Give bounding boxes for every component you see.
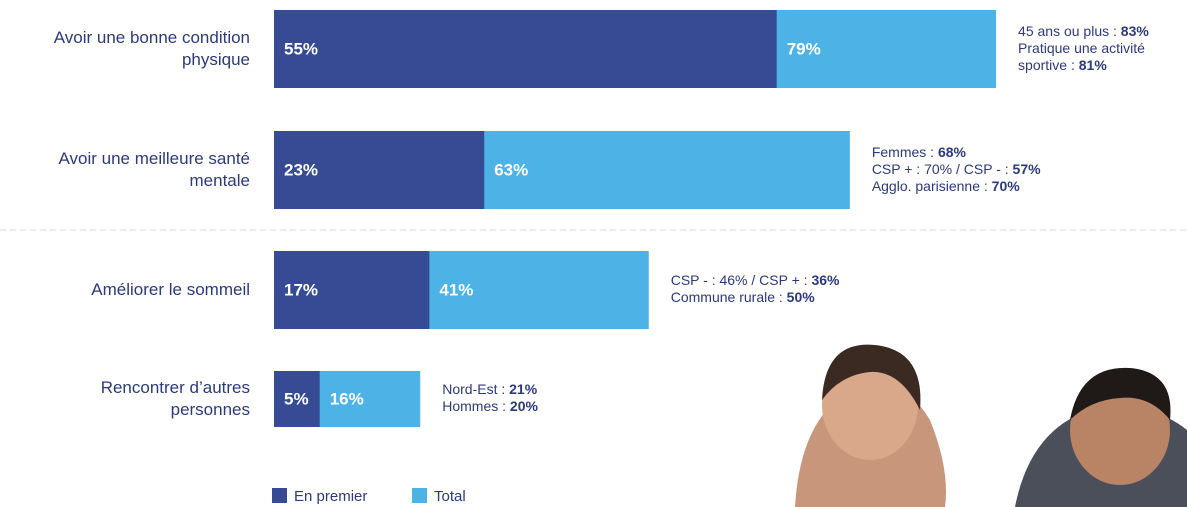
bar-first — [274, 10, 777, 88]
value-label: 41% — [439, 280, 473, 299]
value-label: 63% — [494, 160, 528, 179]
annotation-text: Femmes : — [871, 143, 935, 160]
legend-swatch — [412, 488, 427, 503]
annotation-text: Pratique une activité sportive : — [1018, 39, 1145, 73]
annotation-value: 20% — [509, 398, 538, 414]
annotation-text: CSP + : 70% / CSP - : — [871, 160, 1009, 177]
value-label: 5% — [284, 389, 309, 408]
annotation-line: CSP + : 70% / CSP - : 57% — [872, 161, 1187, 178]
legend-label: En premier — [294, 488, 367, 505]
annotation-value: 50% — [786, 289, 815, 305]
annotation: Femmes : 68% CSP + : 70% / CSP - : 57% Agg… — [872, 144, 1187, 195]
annotation-text: 45 ans ou plus : — [1018, 22, 1117, 39]
annotation-line: Hommes : 20% — [442, 398, 1187, 415]
annotation-text: Nord-Est : — [442, 381, 506, 397]
annotation-value: 21% — [509, 381, 538, 397]
category-label: Avoir une meilleure santé mentale — [58, 149, 250, 190]
annotation: 45 ans ou plus : 83% Pratique une activit… — [1018, 23, 1187, 74]
category-label: Avoir une bonne condition physique — [53, 28, 250, 69]
value-label: 16% — [330, 389, 364, 408]
annotation-line: Nord-Est : 21% — [442, 381, 1187, 398]
annotation-value: 68% — [937, 143, 966, 160]
value-label: 79% — [787, 39, 821, 58]
legend-swatch — [272, 488, 287, 503]
annotation-text: Hommes : — [442, 398, 507, 414]
legend-label: Total — [434, 488, 466, 505]
bar-first — [274, 371, 320, 427]
category-label: Rencontrer d’autres personnes — [100, 378, 250, 419]
annotation: Nord-Est : 21% Hommes : 20% — [442, 381, 1187, 415]
category-label: Améliorer le sommeil — [91, 280, 250, 299]
annotation-value: 70% — [991, 177, 1020, 194]
annotation-value: 81% — [1078, 56, 1107, 73]
annotation-line: Commune rurale : 50% — [671, 289, 1187, 306]
annotation-line: 45 ans ou plus : 83% — [1018, 23, 1187, 40]
value-label: 17% — [284, 280, 318, 299]
annotation-line: CSP - : 46% / CSP + : 36% — [671, 272, 1187, 289]
annotation-value: 83% — [1120, 22, 1149, 39]
value-label: 23% — [284, 160, 318, 179]
annotation-line: Femmes : 68% — [872, 144, 1187, 161]
bar-first — [274, 131, 485, 209]
annotation: CSP - : 46% / CSP + : 36% Commune rurale … — [671, 272, 1187, 306]
photo — [795, 344, 1187, 507]
annotation-text: Commune rurale : — [670, 289, 783, 305]
annotation-line: Pratique une activité sportive : 81% — [1018, 40, 1187, 74]
annotation-text: CSP - : 46% / CSP + : — [670, 272, 808, 288]
annotation-value: 57% — [1012, 160, 1041, 177]
value-label: 55% — [284, 39, 318, 58]
annotation-line: Agglo. parisienne : 70% — [872, 178, 1187, 195]
annotation-value: 36% — [811, 272, 840, 288]
bar-first — [274, 251, 430, 329]
annotation-text: Agglo. parisienne : — [871, 177, 988, 194]
